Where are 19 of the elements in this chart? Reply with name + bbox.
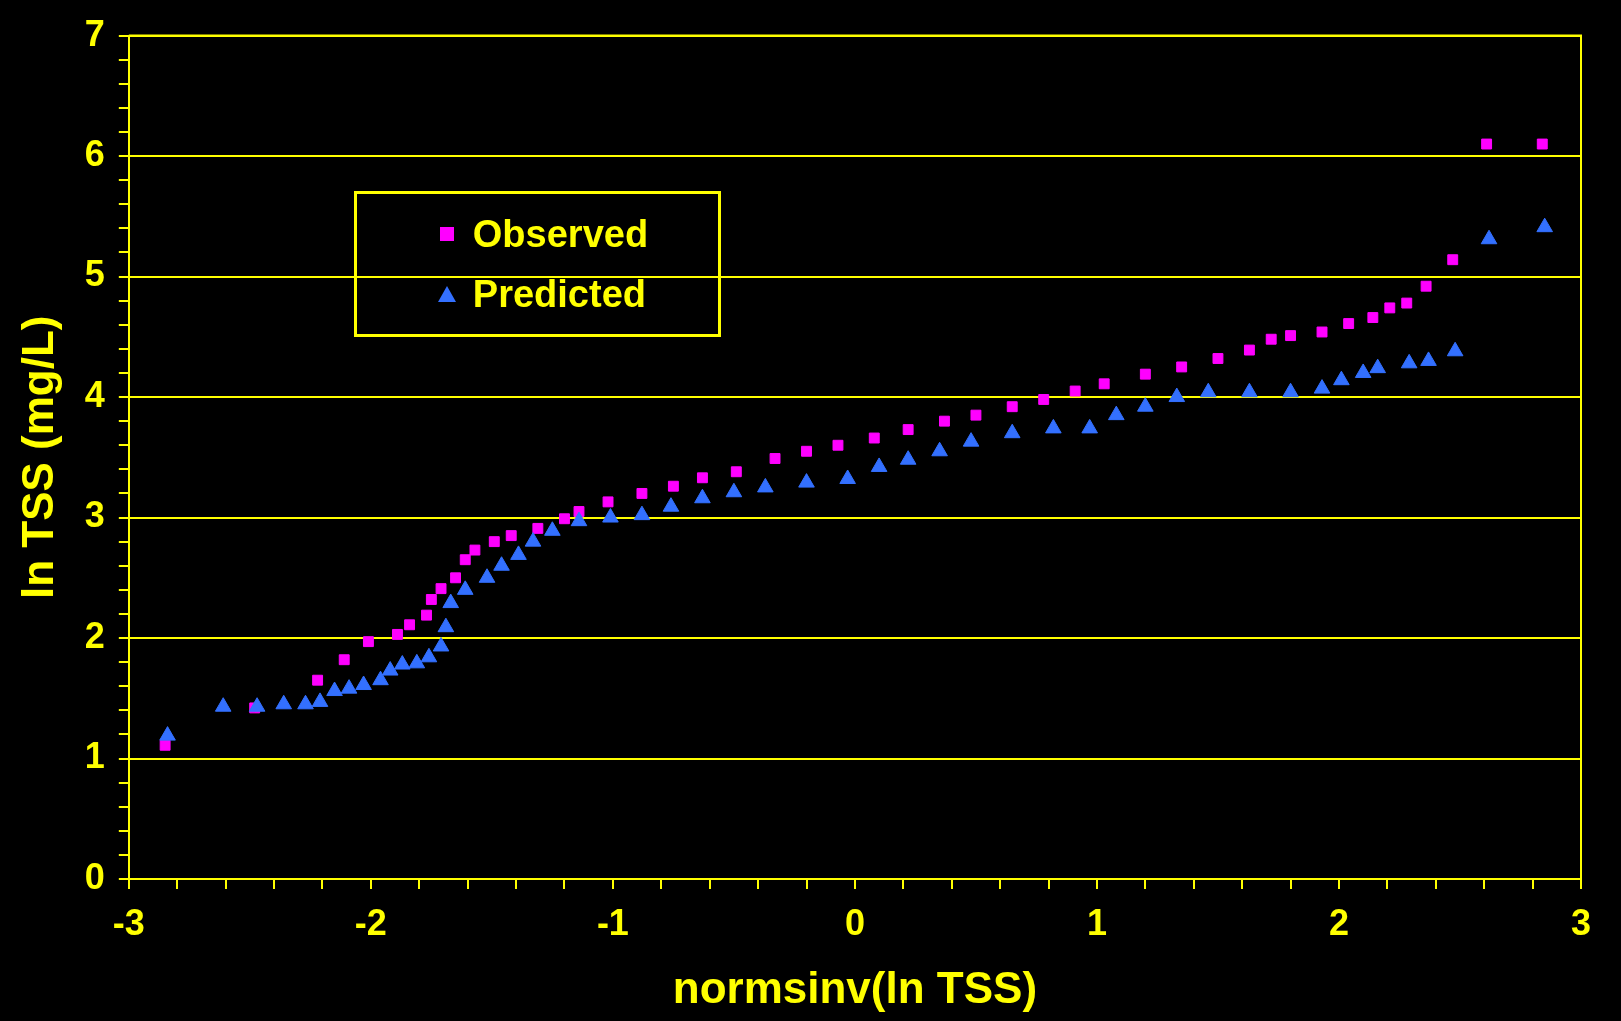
y-tick-label: 5 [84,253,105,295]
y-tick-label: 6 [84,133,105,175]
x-tick-label: -1 [596,901,629,943]
y-axis-title: ln TSS (mg/L) [12,315,62,600]
legend-label: Observed [472,211,649,257]
y-tick-label: 3 [84,494,105,536]
x-axis-title: normsinv(ln TSS) [672,962,1038,1012]
x-tick-label: 1 [1086,901,1107,943]
legend-label: Predicted [472,271,646,317]
y-tick-label: 2 [84,614,105,656]
x-tick-label: -2 [354,901,387,943]
y-tick-label: 0 [84,855,105,897]
x-tick-label: -3 [112,901,145,943]
x-tick-label: 0 [844,901,865,943]
x-tick-label: 3 [1570,901,1592,943]
y-tick-label: 1 [84,735,105,777]
y-tick-label: 4 [84,373,105,415]
x-tick-label: 2 [1328,901,1349,943]
y-tick-label: 7 [84,12,105,54]
